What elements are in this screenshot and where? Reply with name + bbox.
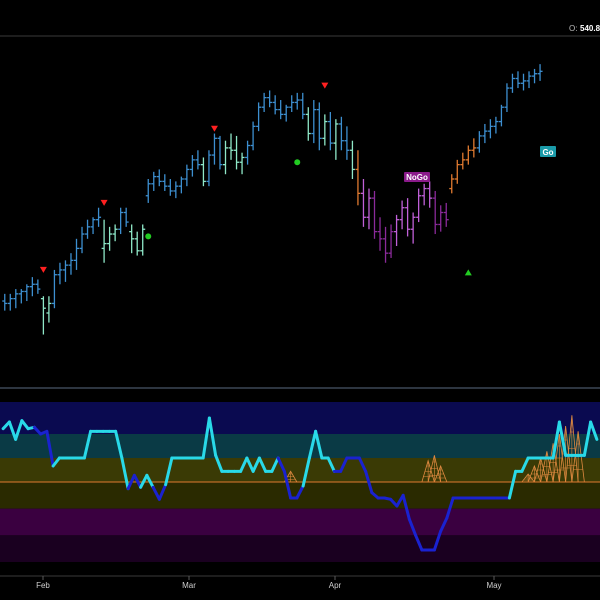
oscillator-line-segment (251, 456, 261, 473)
signal-up-dot (145, 233, 152, 240)
oscillator-band (0, 482, 600, 509)
oscillator-line-segment (401, 493, 411, 521)
oscillator-line-segment (114, 429, 124, 460)
oscillator-line-segment (301, 456, 311, 488)
oscillator-band (0, 535, 600, 562)
x-axis-month-label: Apr (329, 581, 342, 590)
oscillator-line-segment (357, 456, 368, 473)
volume-spike (427, 455, 442, 483)
oscillator-line-segment (245, 456, 255, 473)
signal-down-triangle (321, 82, 329, 89)
oscillator-line-segment (132, 473, 143, 489)
oscillator-line-segment (7, 420, 18, 441)
oscillator-line-segment (270, 456, 280, 473)
nogo-label-text: NoGo (406, 173, 428, 182)
go-label-badge: Go (540, 146, 556, 157)
oscillator-line-segment (164, 456, 174, 487)
oscillator-line-segment (307, 429, 318, 460)
oscillator-line-segment (126, 473, 136, 491)
oscillator-line-segment (120, 456, 130, 491)
oscillator-line-segment (364, 469, 374, 495)
go-label-text: Go (542, 148, 553, 157)
oscillator-line-segment (589, 420, 599, 441)
signal-down-triangle (100, 199, 108, 206)
signal-down-triangle (39, 266, 47, 273)
oscillator-band (0, 508, 600, 536)
oscillator-line-segment (407, 517, 418, 537)
oscillator-line-segment (439, 516, 449, 533)
x-axis-month-label: Feb (36, 581, 50, 590)
oscillator-line-segment (282, 469, 293, 500)
volume-spike (571, 431, 585, 483)
oscillator-line-segment (82, 429, 93, 460)
x-axis-labels: Feb Mar Apr May (36, 576, 502, 590)
oscillator-line-segment (157, 483, 168, 501)
oscillator-line-segment (201, 416, 211, 460)
oscillator-line-segment (32, 425, 43, 436)
volume-spike (546, 443, 560, 483)
volume-spike (540, 451, 554, 483)
x-axis-month-label: Mar (182, 581, 196, 590)
oscillator-band (0, 458, 600, 482)
oscillator-line-segment (20, 419, 30, 431)
oscillator-line-segment (326, 456, 336, 473)
signal-up-dot (294, 159, 301, 166)
oscillator-line-segment (295, 484, 305, 500)
oscillator-line-segment (214, 453, 224, 473)
oscillator-line-segment (14, 419, 24, 441)
oscillator-line-segment (432, 529, 443, 552)
oscillator-line-segment (239, 456, 249, 473)
oscillator-line-segment (45, 429, 55, 468)
oscillator-line-segment (314, 429, 324, 460)
oscillator-line-segment (145, 473, 155, 489)
oscillator-line-segment (520, 456, 530, 473)
oscillator-line-segment (582, 420, 593, 457)
nogo-label-badge: NoGo (404, 172, 430, 182)
ohlc-open-value: 540.8 (580, 24, 600, 33)
oscillator-line-segment (557, 420, 568, 457)
x-axis-month-label: May (486, 581, 501, 590)
oscillator-line-segment (257, 456, 268, 473)
oscillator-line-segment (207, 416, 218, 457)
signal-down-triangle (210, 125, 218, 132)
oscillator-line-segment (445, 496, 455, 520)
oscillator-line-segment (339, 456, 349, 473)
oscillator-band (0, 402, 600, 434)
ohlc-key-label: O: (569, 24, 577, 33)
oscillator-band (0, 434, 600, 458)
oscillator-line-segment (276, 456, 286, 473)
oscillator-line-segment (551, 420, 561, 460)
oscillator-line-segment (139, 473, 149, 489)
oscillator-line-segment (51, 456, 61, 468)
oscillator-line-segment (414, 533, 424, 552)
oscillator-line-segment (151, 485, 161, 501)
oscillator-line-segment (507, 469, 518, 500)
oscillator-pane (0, 402, 600, 562)
price-pane (2, 64, 543, 335)
signal-up-triangle (464, 269, 472, 276)
volume-spike (565, 415, 579, 483)
